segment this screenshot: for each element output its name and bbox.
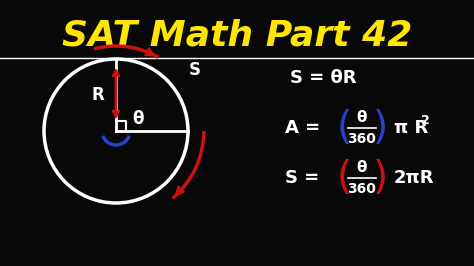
Text: A =: A = — [285, 119, 320, 137]
Text: θ: θ — [357, 160, 367, 176]
Text: π R: π R — [394, 119, 428, 137]
Text: θ: θ — [132, 110, 144, 128]
Text: 360: 360 — [347, 182, 376, 196]
Text: ): ) — [373, 159, 388, 197]
Text: θ: θ — [357, 110, 367, 126]
Text: S: S — [189, 61, 201, 79]
Text: 2πR: 2πR — [394, 169, 435, 187]
Text: (: ( — [337, 109, 352, 147]
Text: 360: 360 — [347, 132, 376, 146]
Text: ): ) — [373, 109, 388, 147]
Text: (: ( — [337, 159, 352, 197]
Text: S =: S = — [285, 169, 319, 187]
Text: R: R — [91, 86, 104, 104]
Text: SAT Math Part 42: SAT Math Part 42 — [62, 18, 412, 52]
Text: S = θR: S = θR — [290, 69, 356, 87]
Text: 2: 2 — [421, 114, 430, 127]
